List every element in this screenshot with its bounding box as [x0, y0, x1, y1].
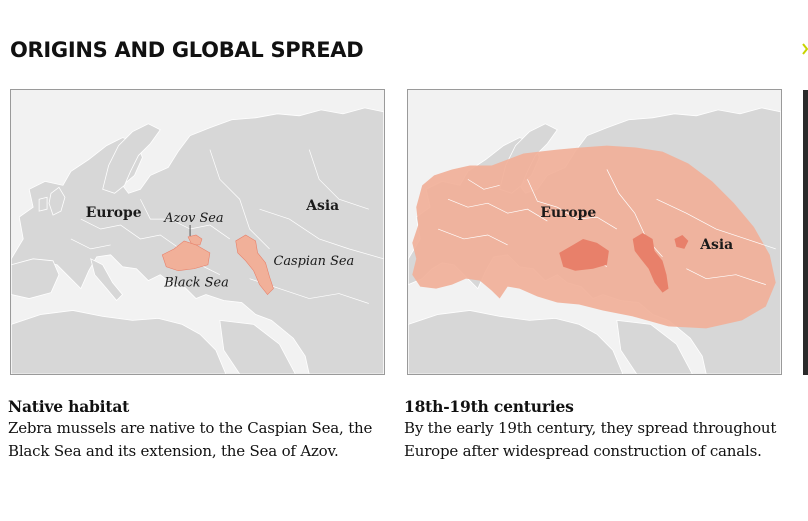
africa — [408, 310, 624, 374]
black-sea-habitat — [161, 240, 211, 272]
label-black-sea: Black Sea — [163, 276, 229, 291]
arabia — [219, 319, 296, 374]
label-asia: Asia — [305, 198, 339, 214]
black-sea-habitat — [559, 238, 609, 271]
aral-sea-habitat — [674, 234, 689, 249]
label-europe: Europe — [86, 205, 142, 221]
ireland — [38, 196, 48, 212]
caption-text: Zebra mussels are native to the Caspian … — [8, 419, 373, 460]
italy — [90, 258, 124, 302]
spread-map: Europe Asia — [407, 89, 782, 375]
label-europe: Europe — [540, 205, 596, 221]
native-habitat-map-svg: Europe Asia Azov Sea Caspian Sea Black S… — [11, 90, 384, 374]
native-habitat-map: Europe Asia Azov Sea Caspian Sea Black S… — [10, 89, 385, 375]
native-habitat-caption: Native habitat Zebra mussels are native … — [8, 396, 388, 463]
africa — [11, 310, 227, 374]
chevron-right-icon — [802, 43, 808, 55]
scandinavia — [102, 123, 161, 194]
british-isles — [48, 186, 66, 216]
caption-heading: 18th-19th centuries — [404, 397, 574, 416]
caption-heading: Native habitat — [8, 397, 130, 416]
caption-text: By the early 19th century, they spread t… — [404, 419, 777, 460]
caspian-sea-habitat — [235, 234, 274, 296]
caspian-sea-habitat — [632, 232, 669, 293]
page-title: ORIGINS AND GLOBAL SPREAD — [10, 38, 364, 62]
arabia — [616, 319, 693, 374]
iberia — [11, 258, 60, 299]
label-caspian-sea: Caspian Sea — [273, 254, 354, 269]
label-asia: Asia — [699, 237, 733, 253]
panel-divider — [803, 90, 808, 375]
spread-area — [412, 145, 776, 329]
spread-map-svg: Europe Asia — [408, 90, 781, 374]
label-azov-sea: Azov Sea — [163, 211, 223, 226]
spread-caption: 18th-19th centuries By the early 19th ce… — [404, 396, 784, 463]
